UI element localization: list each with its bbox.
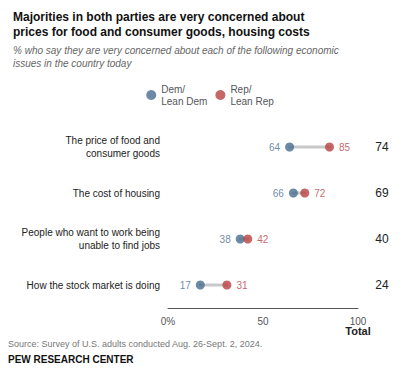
svg-text:72: 72 <box>314 188 326 199</box>
svg-text:38: 38 <box>220 234 232 245</box>
svg-text:66: 66 <box>273 188 285 199</box>
svg-text:issues in the country today: issues in the country today <box>13 58 132 69</box>
svg-text:% who say they are very concer: % who say they are very concerned about … <box>13 45 339 56</box>
svg-text:17: 17 <box>180 280 192 291</box>
svg-text:Majorities in both parties are: Majorities in both parties are very conc… <box>13 10 304 24</box>
svg-text:100: 100 <box>350 316 367 327</box>
svg-text:40: 40 <box>375 232 389 246</box>
svg-text:31: 31 <box>236 280 248 291</box>
svg-text:Lean Dem: Lean Dem <box>161 96 207 107</box>
svg-text:24: 24 <box>375 278 389 292</box>
svg-text:consumer goods: consumer goods <box>86 148 160 159</box>
svg-text:Rep/: Rep/ <box>230 84 251 95</box>
svg-text:50: 50 <box>257 316 269 327</box>
svg-text:prices for food and consumer g: prices for food and consumer goods, hous… <box>13 25 310 39</box>
svg-text:Lean Rep: Lean Rep <box>230 96 274 107</box>
svg-text:69: 69 <box>375 186 389 200</box>
svg-text:0%: 0% <box>161 316 176 327</box>
svg-text:PEW RESEARCH CENTER: PEW RESEARCH CENTER <box>8 354 134 365</box>
svg-text:85: 85 <box>339 142 351 153</box>
svg-text:The cost of housing: The cost of housing <box>73 188 160 199</box>
svg-text:Source: Survey of U.S. adults: Source: Survey of U.S. adults conducted … <box>8 339 262 349</box>
svg-text:unable to find jobs: unable to find jobs <box>79 240 160 251</box>
svg-text:74: 74 <box>375 140 389 154</box>
svg-text:People who want to work being: People who want to work being <box>22 227 160 238</box>
svg-text:64: 64 <box>269 142 281 153</box>
svg-text:How the stock market is doing: How the stock market is doing <box>27 280 160 291</box>
svg-text:Total: Total <box>345 325 370 337</box>
svg-text:Dem/: Dem/ <box>161 84 185 95</box>
svg-text:42: 42 <box>257 234 269 245</box>
svg-text:The price of food and: The price of food and <box>65 135 160 146</box>
